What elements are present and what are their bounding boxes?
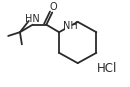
Text: O: O [49,2,57,12]
Text: NH: NH [63,21,78,31]
Text: HN: HN [25,14,40,24]
Text: HCl: HCl [97,62,117,75]
